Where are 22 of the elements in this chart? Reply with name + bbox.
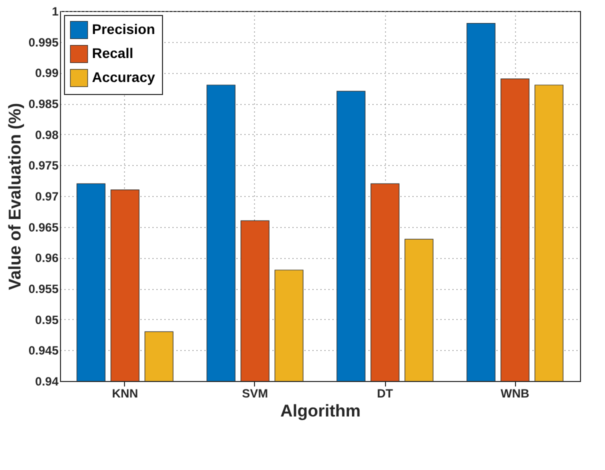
legend-label: Accuracy	[92, 69, 156, 85]
x-tick-label: DT	[377, 386, 394, 400]
y-tick-label: 0.945	[28, 344, 59, 358]
x-tick-label: SVM	[242, 386, 268, 400]
y-tick-label: 0.94	[35, 374, 59, 388]
x-tick-label: KNN	[112, 386, 138, 400]
y-tick-label: 0.99	[35, 66, 59, 80]
y-tick-label: 1	[52, 4, 59, 18]
y-tick-label: 0.985	[28, 97, 59, 111]
y-tick-label: 0.97	[35, 190, 59, 204]
y-tick-label: 0.965	[28, 220, 59, 234]
x-tick-label: WNB	[500, 386, 530, 400]
y-tick-label: 0.95	[35, 312, 59, 327]
y-tick-label: 0.955	[28, 282, 59, 296]
legend-label: Precision	[92, 21, 156, 37]
x-axis-title: Algorithm	[280, 402, 361, 420]
y-tick-label: 0.975	[28, 158, 59, 173]
y-tick-label: 0.98	[35, 128, 59, 142]
y-tick-label: 0.995	[28, 35, 59, 50]
legend-label: Recall	[92, 45, 134, 61]
y-tick-label: 0.96	[35, 251, 59, 266]
y-axis-title: Value of Evaluation (%)	[5, 102, 24, 290]
